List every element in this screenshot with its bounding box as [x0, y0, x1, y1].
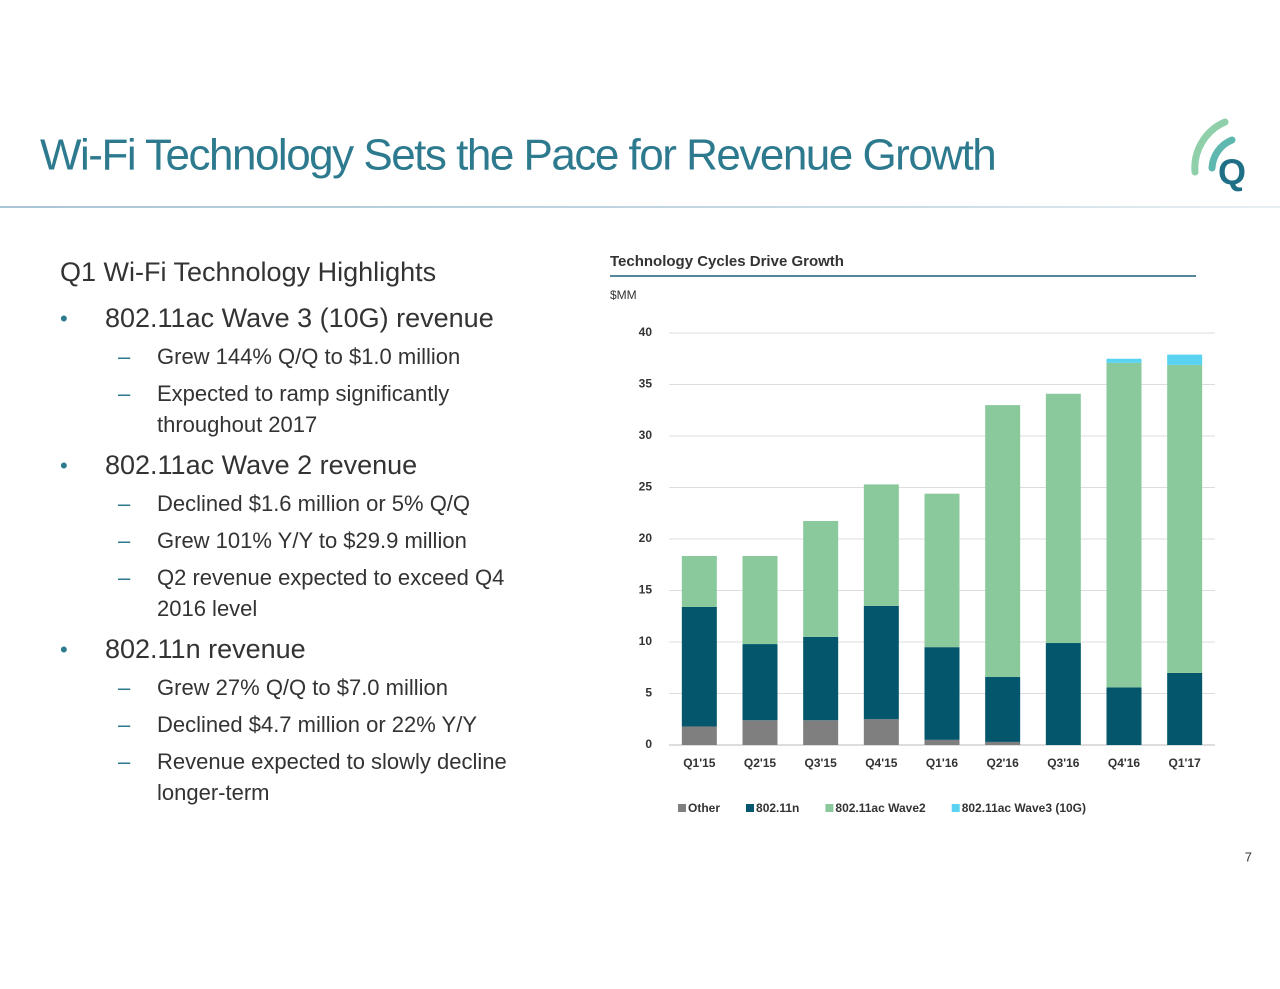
bar-segment	[1167, 354, 1203, 365]
bullet-marker: •	[60, 453, 68, 478]
y-tick-label: 35	[639, 377, 653, 391]
bar-segment	[742, 720, 778, 745]
bar-segment	[803, 636, 839, 721]
x-tick-label: Q1'15	[683, 756, 716, 770]
bar-segment	[1106, 358, 1142, 363]
bar-segment	[985, 405, 1021, 678]
sub-bullet-text: Declined $1.6 million or 5% Q/Q	[157, 491, 470, 516]
legend-label: 802.11ac Wave3 (10G)	[962, 801, 1086, 815]
chart-title: Technology Cycles Drive Growth	[610, 253, 844, 270]
logo	[1191, 118, 1236, 176]
bar-segment	[681, 555, 717, 607]
legend-swatch	[678, 804, 686, 812]
title-rule	[0, 206, 1280, 208]
x-tick-label: Q4'16	[1108, 756, 1141, 770]
bar-segment	[803, 520, 839, 637]
y-tick-label: 10	[639, 634, 653, 648]
legend-swatch	[746, 804, 755, 812]
legend-swatch	[951, 804, 960, 812]
x-tick-label: Q1'17	[1169, 756, 1202, 770]
bar-segment	[863, 605, 899, 720]
legend-swatch	[825, 804, 834, 812]
legend-label: Other	[688, 801, 720, 815]
bar-segment	[681, 606, 717, 727]
sub-bullet-text: Revenue expected to slowly decline	[157, 749, 507, 774]
page-number: 7	[1245, 849, 1252, 864]
bar-segment	[924, 739, 960, 745]
x-tick-label: Q3'15	[805, 756, 838, 770]
bar-segment	[803, 720, 839, 745]
sub-bullet-text: Declined $4.7 million or 22% Y/Y	[157, 712, 477, 737]
sub-marker: –	[118, 712, 131, 737]
x-tick-label: Q4'15	[865, 756, 898, 770]
logo-letter: Q	[1218, 152, 1246, 193]
sub-marker: –	[118, 491, 131, 516]
sub-bullet-text: Expected to ramp significantly	[157, 381, 449, 406]
y-tick-label: 0	[645, 737, 652, 751]
legend-label: 802.11n	[756, 801, 799, 815]
bar-segment	[1045, 393, 1081, 644]
bullet-marker: •	[60, 637, 68, 662]
chart: 0 5 10 15 20 25 30 35 40 Q1'15 Q2'15 Q3'15 Q4'15 Q1'1…	[639, 325, 1215, 815]
bar-segment	[985, 677, 1021, 742]
sub-marker: –	[118, 528, 131, 553]
y-tick-label: 40	[639, 325, 653, 339]
bullet-text: 802.11n revenue	[105, 634, 306, 664]
sub-marker: –	[118, 565, 131, 590]
bar-segment	[742, 555, 778, 645]
sub-marker: –	[118, 749, 131, 774]
sub-marker: –	[118, 381, 131, 406]
bar-segment	[1106, 687, 1142, 745]
x-tick-label: Q3'16	[1047, 756, 1080, 770]
y-tick-label: 30	[639, 428, 653, 442]
bar-segment	[924, 647, 960, 740]
sub-marker: –	[118, 675, 131, 700]
y-tick-label: 15	[639, 583, 653, 597]
bar-segment	[742, 644, 778, 721]
bar-segment	[1106, 362, 1142, 688]
sub-bullet-text: longer-term	[157, 780, 269, 805]
bar-segment	[985, 741, 1021, 745]
sub-bullet-text: Grew 101% Y/Y to $29.9 million	[157, 528, 467, 553]
bar-segment	[924, 493, 960, 648]
highlights-heading: Q1 Wi-Fi Technology Highlights	[60, 257, 436, 287]
bar-segment	[1045, 643, 1081, 745]
sub-bullet-text: throughout 2017	[157, 412, 317, 437]
bar-segment	[1167, 364, 1203, 673]
bullet-text: 802.11ac Wave 2 revenue	[105, 450, 417, 480]
sub-bullet-text: Grew 144% Q/Q to $1.0 million	[157, 344, 460, 369]
sub-bullet-text: Q2 revenue expected to exceed Q4	[157, 565, 504, 590]
x-tick-label: Q1'16	[926, 756, 959, 770]
bullet-list: • 802.11ac Wave 3 (10G) revenue – Grew 144%…	[60, 303, 507, 805]
slide-title: Wi-Fi Technology Sets the Pace for Reven…	[40, 131, 995, 180]
y-tick-label: 20	[639, 531, 653, 545]
bar-segment	[863, 719, 899, 745]
legend-label: 802.11ac Wave2	[835, 801, 926, 815]
sub-bullet-text: Grew 27% Q/Q to $7.0 million	[157, 675, 448, 700]
bar-segment	[863, 484, 899, 606]
bullet-text: 802.11ac Wave 3 (10G) revenue	[105, 303, 494, 333]
y-tick-label: 25	[639, 480, 653, 494]
bar-segment	[681, 726, 717, 745]
sub-bullet-text: 2016 level	[157, 596, 257, 621]
y-axis-label: $MM	[610, 288, 637, 302]
x-tick-label: Q2'15	[744, 756, 777, 770]
bar-segment	[1167, 672, 1203, 745]
y-tick-label: 5	[645, 686, 652, 700]
sub-marker: –	[118, 344, 131, 369]
bullet-marker: •	[60, 306, 68, 331]
x-tick-label: Q2'16	[987, 756, 1020, 770]
